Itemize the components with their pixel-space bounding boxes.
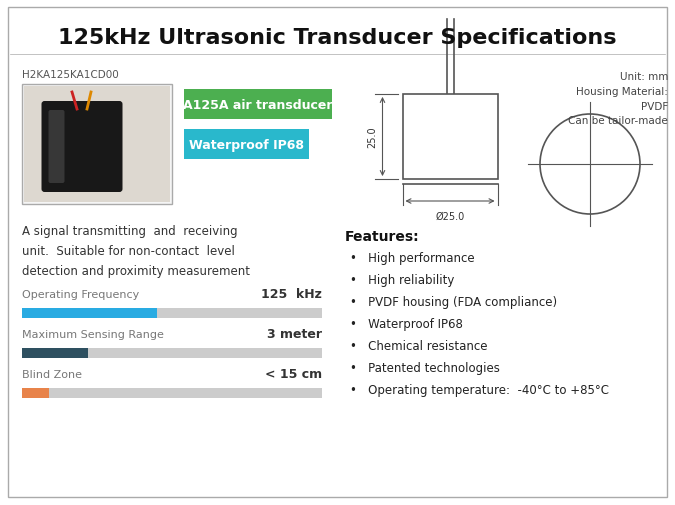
- Text: •   High reliability: • High reliability: [350, 274, 454, 286]
- Text: Features:: Features:: [345, 230, 420, 243]
- Bar: [22, 388, 322, 398]
- Text: 125  kHz: 125 kHz: [261, 288, 322, 301]
- FancyBboxPatch shape: [184, 90, 332, 120]
- Text: Waterproof IP68: Waterproof IP68: [189, 138, 304, 151]
- FancyBboxPatch shape: [22, 309, 157, 318]
- Text: 125kHz Ultrasonic Transducer Specifications: 125kHz Ultrasonic Transducer Specificati…: [58, 28, 616, 48]
- Text: •   PVDF housing (FDA compliance): • PVDF housing (FDA compliance): [350, 295, 557, 309]
- Bar: [22, 309, 322, 318]
- FancyBboxPatch shape: [22, 388, 49, 398]
- Bar: [22, 348, 322, 358]
- Text: •   High performance: • High performance: [350, 251, 475, 265]
- Text: A125A air transducer: A125A air transducer: [183, 98, 333, 111]
- FancyBboxPatch shape: [22, 348, 88, 358]
- Text: •   Operating temperature:  -40°C to +85°C: • Operating temperature: -40°C to +85°C: [350, 383, 609, 396]
- Bar: [22, 85, 172, 205]
- Text: Unit: mm
Housing Material:
PVDF
Can be tailor-made: Unit: mm Housing Material: PVDF Can be t…: [568, 72, 668, 126]
- Bar: [402, 95, 497, 180]
- Text: Operating Frequency: Operating Frequency: [22, 289, 139, 299]
- FancyBboxPatch shape: [184, 130, 309, 160]
- FancyBboxPatch shape: [41, 102, 122, 192]
- Bar: [24, 87, 170, 203]
- Text: 25.0: 25.0: [367, 126, 377, 148]
- Text: •   Chemical resistance: • Chemical resistance: [350, 339, 487, 352]
- Text: •   Patented technologies: • Patented technologies: [350, 361, 500, 374]
- Text: 3 meter: 3 meter: [267, 328, 322, 341]
- Text: Ø25.0: Ø25.0: [435, 212, 464, 222]
- FancyBboxPatch shape: [49, 111, 65, 184]
- Text: Maximum Sensing Range: Maximum Sensing Range: [22, 329, 164, 339]
- Text: Blind Zone: Blind Zone: [22, 369, 82, 379]
- Text: A signal transmitting  and  receiving
unit.  Suitable for non-contact  level
det: A signal transmitting and receiving unit…: [22, 225, 250, 277]
- Text: •   Waterproof IP68: • Waterproof IP68: [350, 317, 463, 330]
- Text: H2KA125KA1CD00: H2KA125KA1CD00: [22, 70, 119, 80]
- Text: < 15 cm: < 15 cm: [265, 368, 322, 381]
- Circle shape: [540, 115, 640, 215]
